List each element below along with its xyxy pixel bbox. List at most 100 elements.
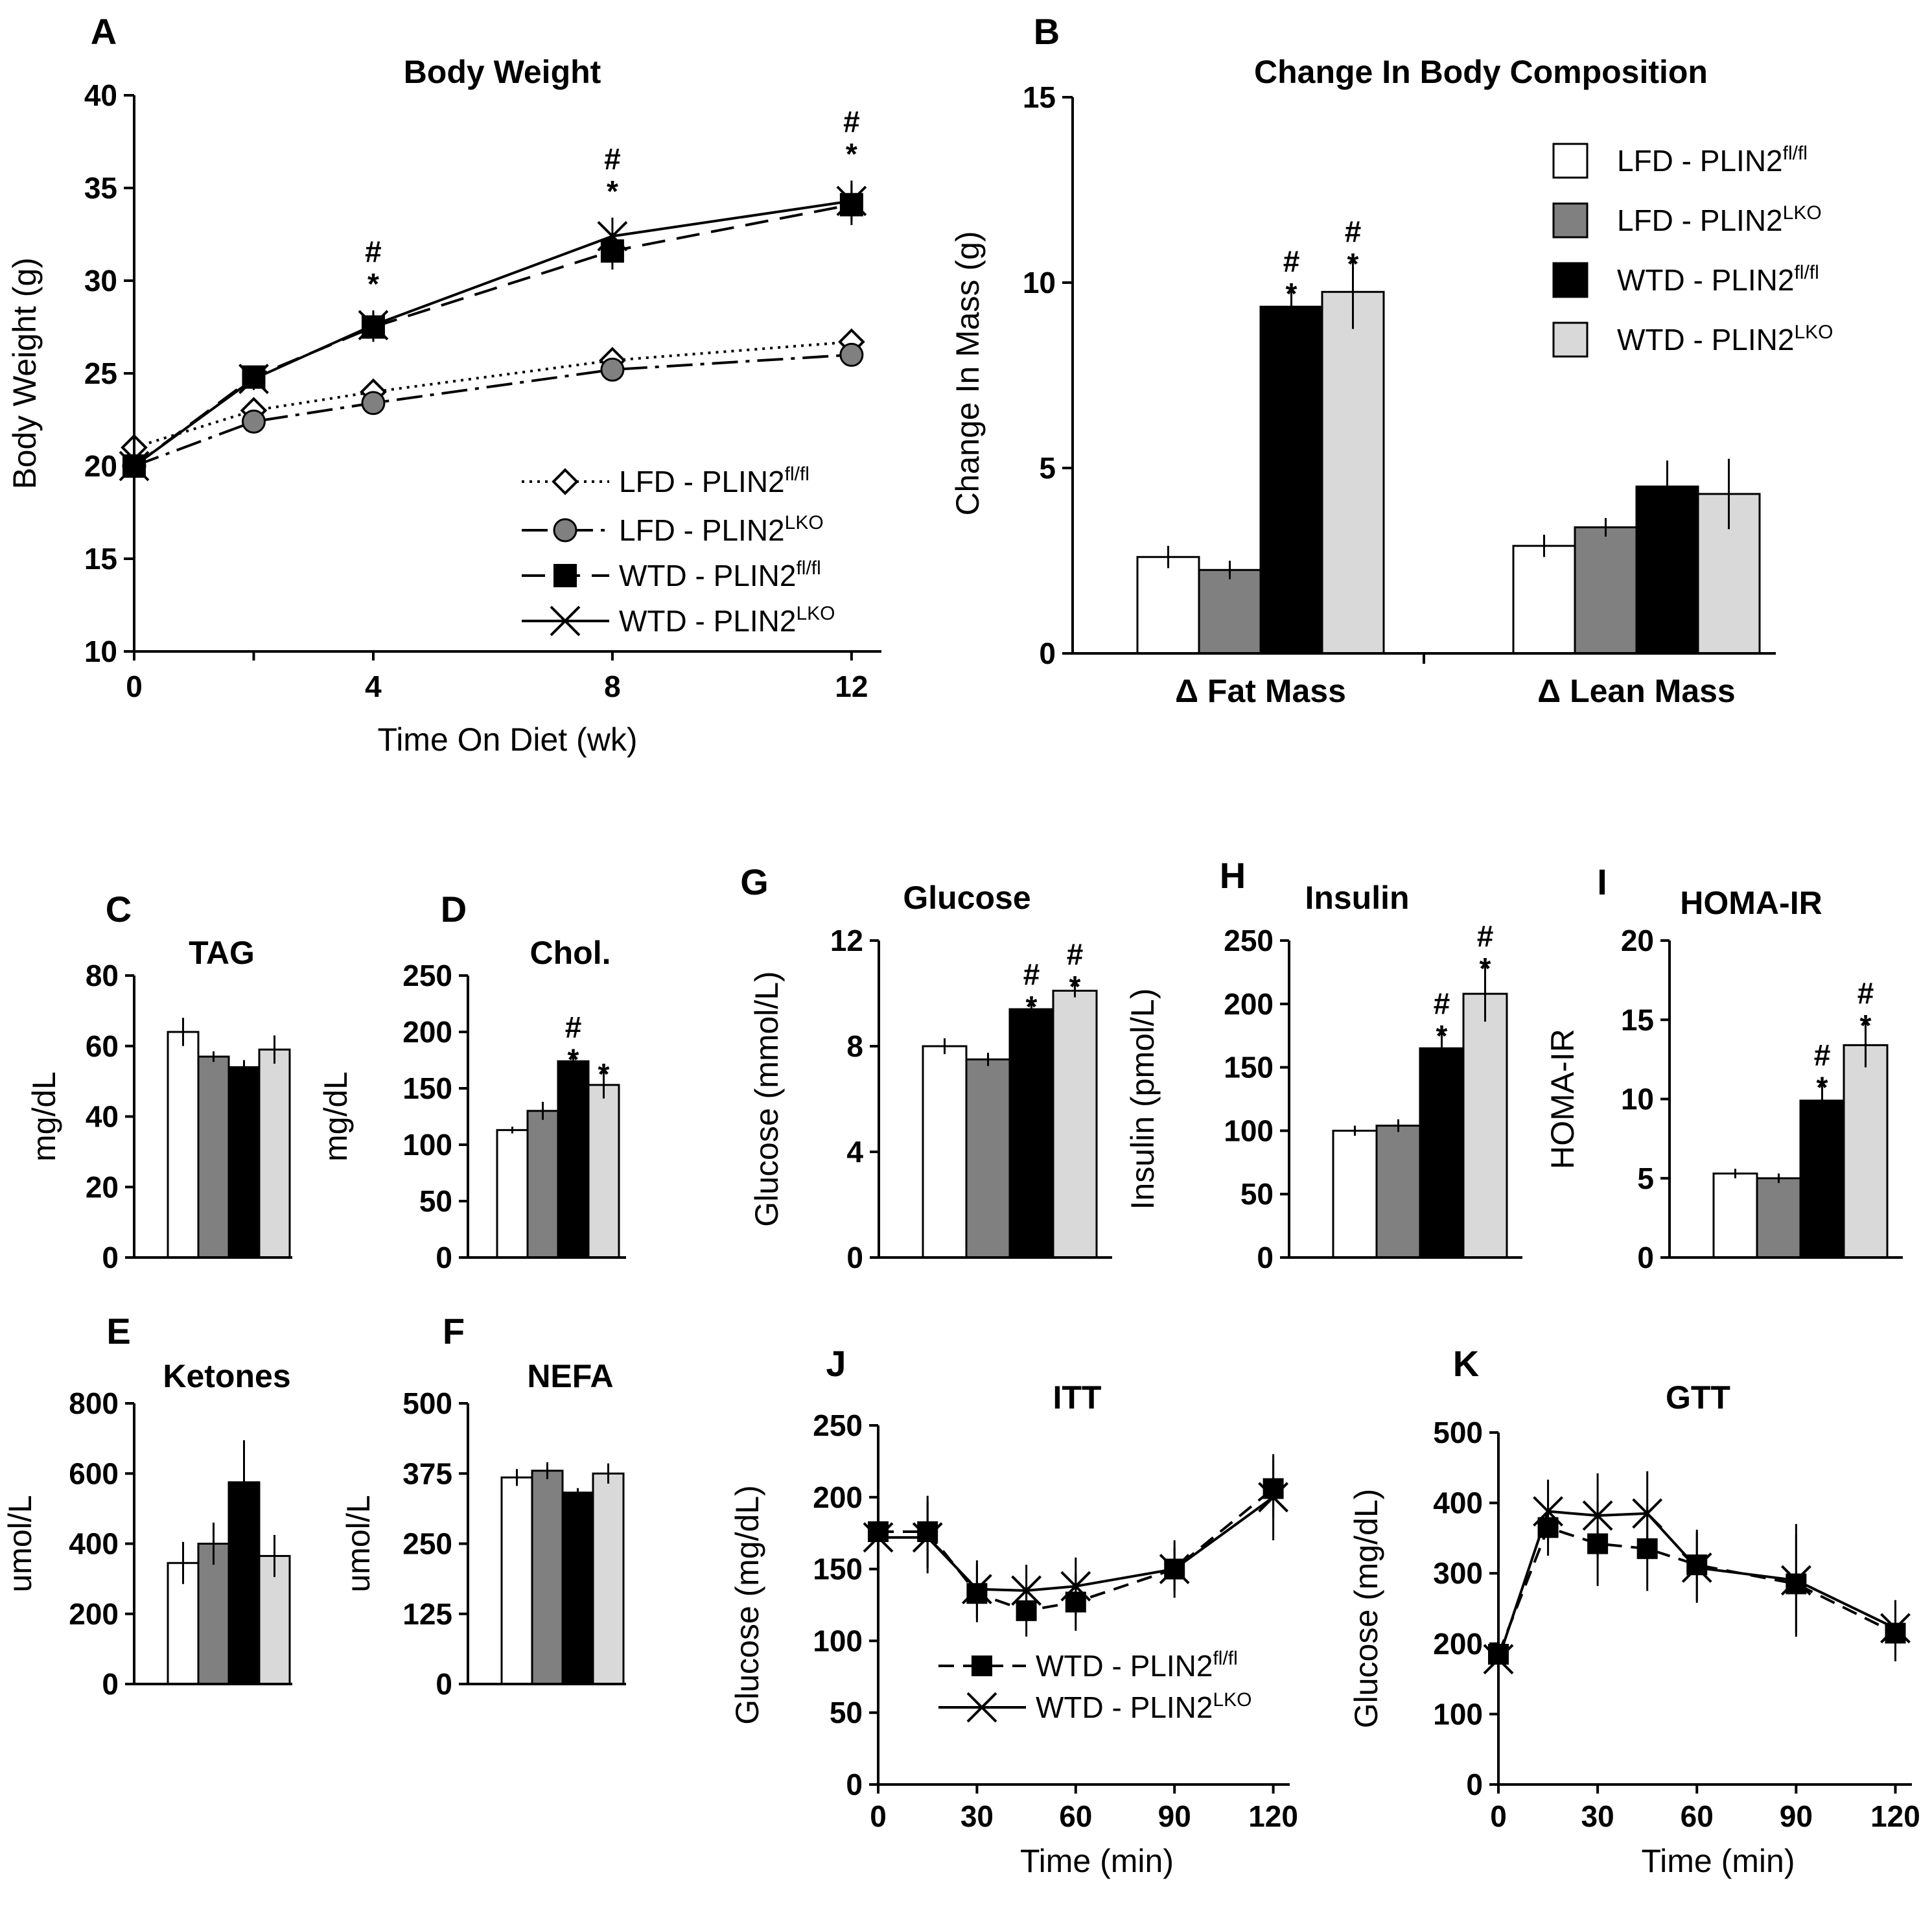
legend-swatch (1552, 322, 1589, 358)
legend-entry-4: WTD - PLIN2LKO (522, 603, 835, 638)
data-point-stroke-2 (1159, 1554, 1190, 1585)
x-tick-label: 12 (835, 670, 868, 703)
y-tick-label: 80 (86, 959, 119, 992)
legend-label-text: LFD - PLIN2 (619, 513, 785, 547)
legend-label: LFD - PLIN2LKO (1617, 202, 1822, 237)
y-tick-label: 100 (1224, 1114, 1274, 1147)
legend-marker (966, 1692, 997, 1723)
bar-1-3 (1259, 305, 1323, 655)
legend-entry-1: WTD - PLIN2fl/fl (938, 1648, 1238, 1683)
bar-1 (922, 1045, 968, 1259)
y-tick-label: 500 (1433, 1416, 1483, 1449)
legend-entry-2: LFD - PLIN2LKO (1552, 202, 1822, 239)
legend-marker (552, 468, 579, 495)
y-tick-label: 100 (813, 1624, 863, 1657)
data-point (239, 364, 269, 394)
data-point-stroke-2 (1632, 1498, 1663, 1529)
panel-c: C TAG 0 20 40 60 80 mg/dL (26, 889, 292, 1274)
data-point (597, 220, 628, 252)
bar-4 (1052, 989, 1098, 1259)
y-tick-label: 0 (846, 1241, 863, 1274)
x-tick-label: 0 (126, 670, 143, 703)
y-tick-label: 250 (1224, 924, 1274, 957)
panel-label: G (740, 861, 769, 902)
y-tick-label: 5 (1637, 1162, 1654, 1195)
significance-hash: # (604, 142, 621, 176)
y-tick-label: 40 (86, 1100, 119, 1134)
y-tick-label: 5 (1039, 451, 1056, 485)
legend-label-text: WTD - PLIN2 (1036, 1691, 1213, 1724)
legend-entry-4: WTD - PLIN2LKO (1552, 322, 1833, 358)
data-point-stroke-2 (961, 1574, 992, 1605)
y-axis-label: umol/L (340, 1495, 377, 1592)
data-point-stroke-2 (912, 1522, 943, 1553)
y-tick-label: 0 (1466, 1768, 1483, 1801)
significance-star: * (367, 267, 379, 301)
bar-2 (965, 1058, 1011, 1259)
bar-4 (1843, 1044, 1889, 1259)
chart-title: Change In Body Composition (1254, 54, 1708, 90)
chart-title: Glucose (903, 880, 1030, 916)
y-axis-label: Glucose (mg/dL) (1348, 1489, 1384, 1729)
panel-label: B (1034, 11, 1060, 52)
data-point (912, 1522, 943, 1553)
y-tick-label: 100 (402, 1128, 452, 1162)
y-tick-label: 500 (402, 1386, 452, 1420)
bar-3 (561, 1492, 594, 1685)
panel-label: J (826, 1343, 846, 1384)
bar-2 (1375, 1125, 1421, 1259)
bar-3 (1419, 1047, 1465, 1259)
legend-label-text: WTD - PLIN2 (1036, 1649, 1213, 1683)
chart-title: TAG (189, 935, 255, 971)
y-tick-label: 250 (813, 1409, 863, 1442)
chart-title: NEFA (527, 1358, 613, 1394)
x-axis-label: Time (min) (1641, 1843, 1795, 1879)
x-tick-label: 60 (1681, 1799, 1714, 1833)
legend-label-text: WTD - PLIN2 (619, 604, 796, 638)
y-tick-label: 100 (1433, 1697, 1483, 1731)
bar-3 (1008, 1008, 1054, 1259)
y-tick-label: 0 (102, 1241, 119, 1274)
bar-1-4 (1321, 290, 1385, 655)
data-point (961, 1574, 992, 1605)
y-tick-label: 0 (846, 1768, 863, 1801)
bar-4 (587, 1084, 620, 1259)
x-tick-label: 0 (870, 1799, 887, 1833)
bar-1 (496, 1129, 529, 1259)
y-axis-label: HOMA-IR (1544, 1029, 1581, 1169)
chart-title: Ketones (163, 1358, 290, 1394)
y-axis-label: Change In Mass (g) (949, 231, 986, 515)
data-point (600, 357, 625, 382)
x-tick-label: 60 (1059, 1799, 1092, 1833)
legend-label: WTD - PLIN2fl/fl (619, 557, 821, 592)
category-label: Δ Fat Mass (1175, 673, 1346, 709)
y-tick-label: 10 (1023, 266, 1056, 299)
y-tick-label: 200 (1224, 987, 1274, 1021)
legend-marker-stroke-2 (550, 605, 581, 637)
data-point (836, 185, 867, 216)
bar-2 (197, 1055, 230, 1259)
bar-1-1 (1136, 556, 1200, 655)
y-tick-label: 15 (1621, 1003, 1654, 1036)
y-tick-label: 150 (402, 1071, 452, 1105)
bar-1 (1332, 1129, 1378, 1259)
y-tick-label: 250 (402, 959, 452, 992)
y-tick-label: 30 (84, 264, 117, 298)
data-point (361, 391, 386, 415)
significance-hash: # (1345, 215, 1362, 248)
y-tick-label: 50 (1240, 1177, 1274, 1211)
y-tick-label: 35 (84, 171, 117, 205)
panel-f: F NEFA 0 125 250 375 500 umol/L (340, 1311, 626, 1701)
y-tick-label: 375 (402, 1457, 452, 1490)
x-tick-label: 90 (1780, 1799, 1813, 1833)
significance-hash: # (1283, 244, 1300, 278)
data-point (1159, 1554, 1190, 1585)
y-tick-label: 4 (846, 1135, 863, 1169)
data-point-stroke-2 (597, 220, 628, 252)
data-point-stroke-2 (1582, 1500, 1613, 1531)
legend-label-superscript: LKO (785, 512, 824, 533)
significance-star: * (1069, 970, 1081, 1003)
chart-title: Insulin (1305, 880, 1409, 916)
